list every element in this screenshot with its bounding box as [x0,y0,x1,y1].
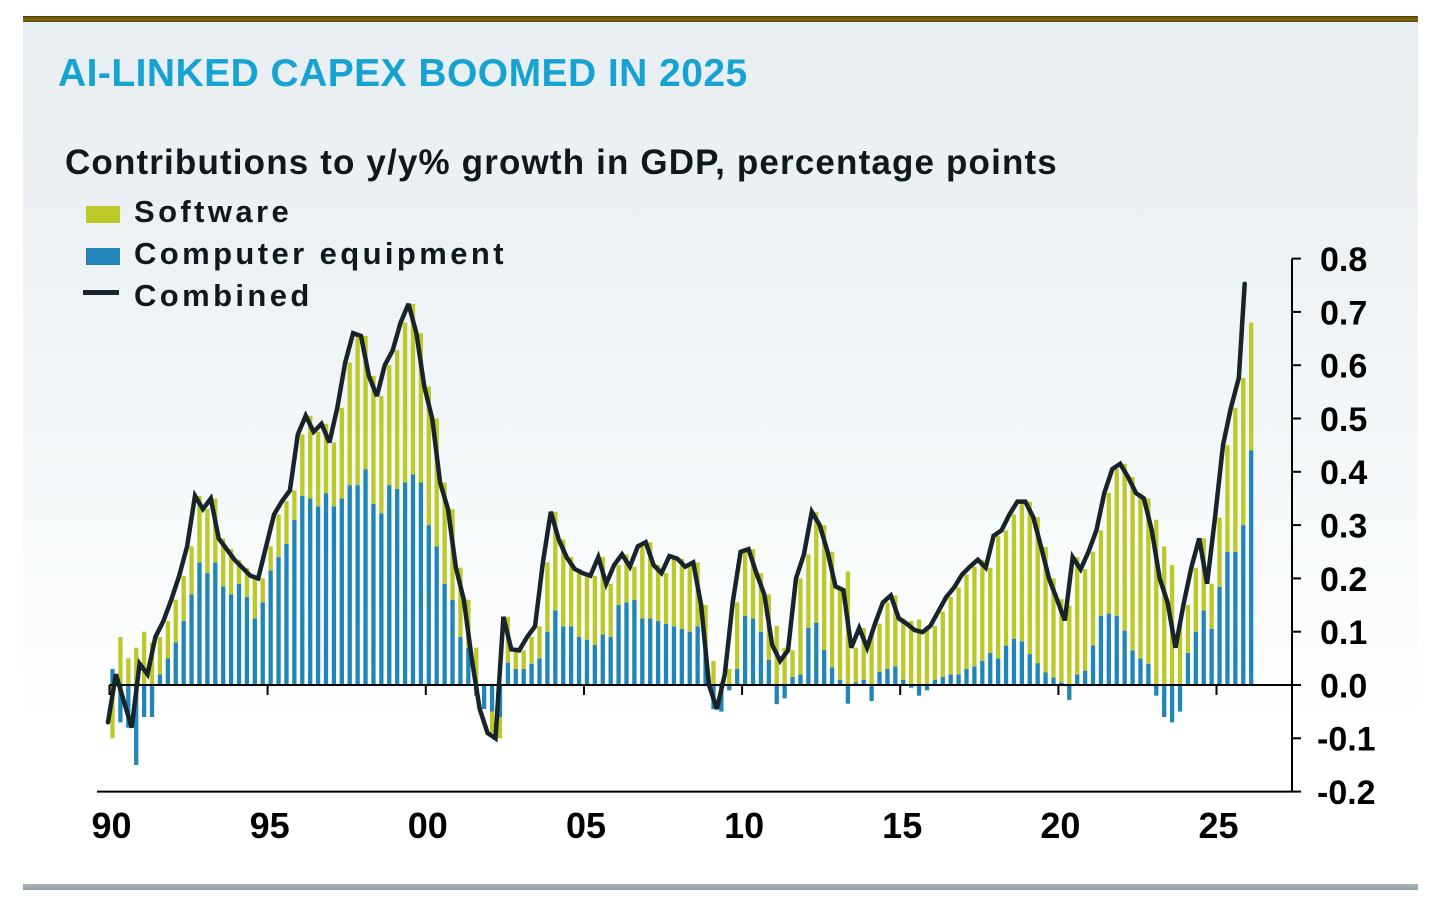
svg-text:0.2: 0.2 [1320,561,1367,599]
svg-text:-0.2: -0.2 [1317,774,1376,812]
svg-text:10: 10 [724,805,764,846]
svg-text:0.7: 0.7 [1320,294,1367,332]
svg-text:0.0: 0.0 [1320,667,1367,705]
svg-text:20: 20 [1040,805,1080,846]
svg-text:0.8: 0.8 [1320,241,1367,279]
svg-text:0.4: 0.4 [1320,454,1367,492]
svg-text:0.3: 0.3 [1320,508,1367,546]
svg-text:05: 05 [566,805,606,846]
svg-text:15: 15 [882,805,922,846]
svg-text:-0.1: -0.1 [1317,721,1376,759]
svg-text:0.1: 0.1 [1320,614,1367,652]
svg-text:95: 95 [250,805,290,846]
svg-text:25: 25 [1198,805,1238,846]
svg-text:0.5: 0.5 [1320,401,1367,439]
svg-text:90: 90 [91,805,131,846]
svg-text:0.6: 0.6 [1320,348,1367,386]
svg-text:00: 00 [408,805,448,846]
